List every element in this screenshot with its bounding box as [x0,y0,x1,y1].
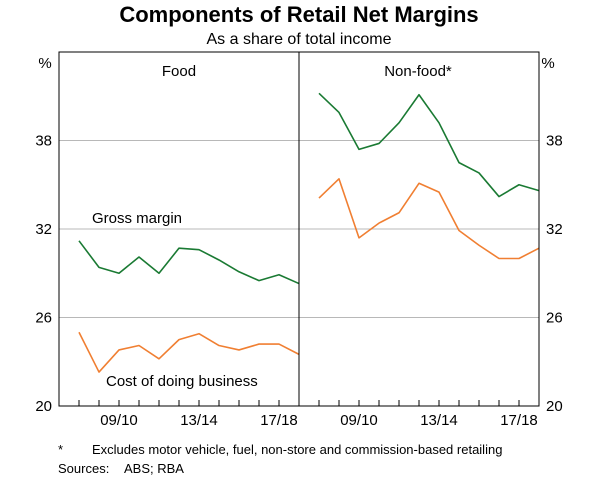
series-line-panel1-cost-of-doing-business [78,331,300,373]
series-line-panel2-gross-margin [318,92,540,198]
unit-label-left: % [38,55,51,72]
sources-text: ABS; RBA [124,461,184,476]
x-tick-label-09-10: 09/10 [340,412,378,429]
x-tick-label-09-10: 09/10 [100,412,138,429]
panel-title-non-food: Non-food* [384,63,452,80]
x-tick-label-13-14: 13/14 [180,412,218,429]
y-tick-label-right-20: 20 [546,398,563,415]
series-lines [78,92,540,373]
chart-subtitle: As a share of total income [207,31,392,48]
y-tick-label-right-38: 38 [546,133,563,150]
footnote-text: Excludes motor vehicle, fuel, non-store … [92,442,502,457]
x-tick-label-13-14: 13/14 [420,412,458,429]
chart-title: Components of Retail Net Margins [119,2,478,27]
y-tick-label-right-26: 26 [546,310,563,327]
panel-title-food: Food [162,63,196,80]
axes: 20 20 26 26 32 32 38 38 09/10 13/14 17/18 09/10 13/1… [35,133,562,430]
y-tick-label-left-38: 38 [35,133,52,150]
sources-label: Sources: [58,461,109,476]
y-tick-label-right-32: 32 [546,221,563,238]
x-tick-label-17-18: 17/18 [500,412,538,429]
x-tick-label-17-18: 17/18 [260,412,298,429]
y-tick-label-left-26: 26 [35,310,52,327]
y-tick-label-left-32: 32 [35,221,52,238]
unit-label-right: % [541,55,554,72]
series-label-gross-margin: Gross margin [92,210,182,227]
series-line-panel2-cost-of-doing-business [318,178,540,260]
series-label-cost-of-doing-business: Cost of doing business [106,373,258,390]
footnote-marker: * [58,442,63,457]
series-line-panel1-gross-margin [78,240,300,285]
y-tick-label-left-20: 20 [35,398,52,415]
